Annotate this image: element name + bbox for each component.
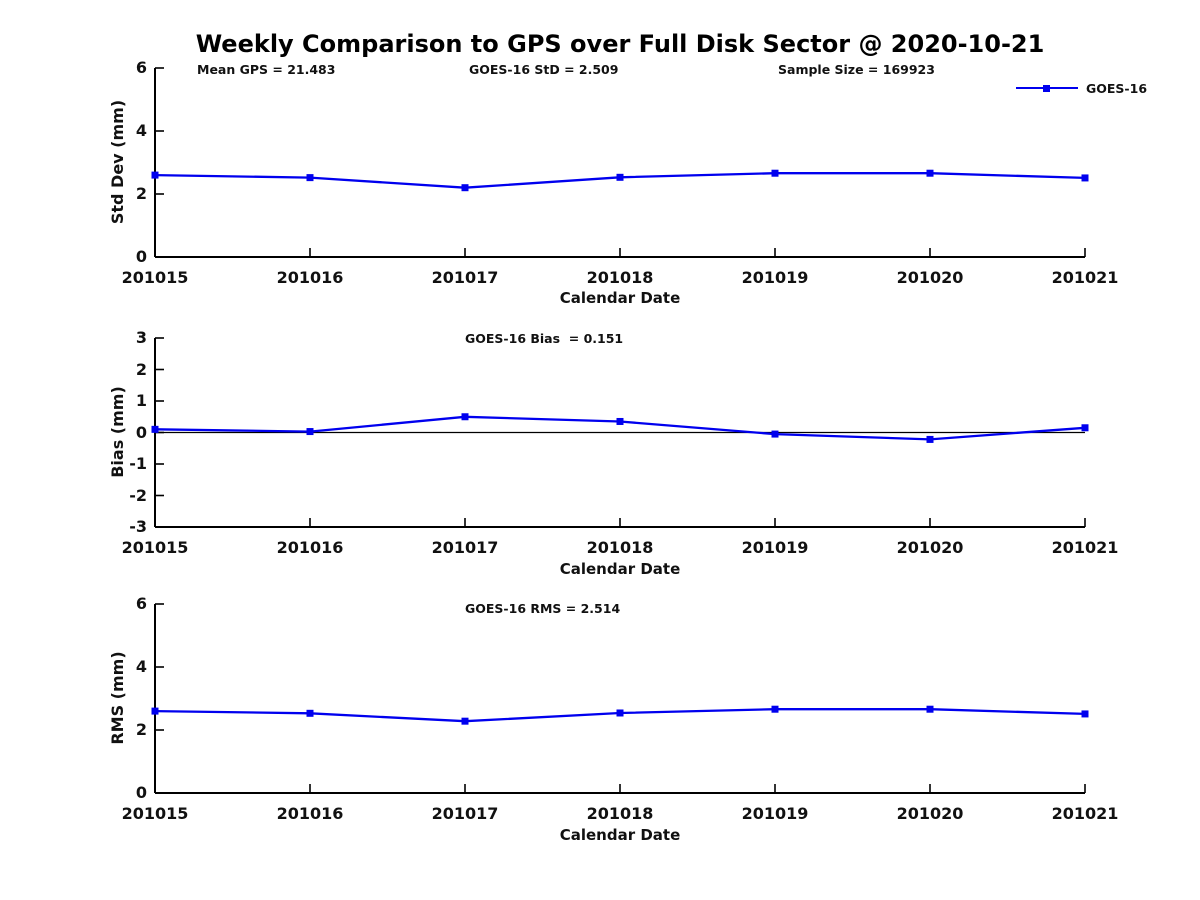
x-axis-label-rms: Calendar Date — [559, 826, 681, 844]
y-tick-label: 4 — [135, 121, 147, 140]
y-axis-label-std-dev: Std Dev (mm) — [108, 99, 127, 225]
y-tick-label: 2 — [135, 359, 147, 379]
x-tick-label: 201021 — [1051, 268, 1119, 287]
annotation-goes16-std: GOES-16 StD = 2.509 — [469, 62, 619, 77]
plot-area-rms — [151, 603, 1089, 794]
y-tick-label: 0 — [135, 247, 147, 266]
figure-title: Weekly Comparison to GPS over Full Disk … — [195, 30, 1045, 58]
x-tick-label: 201017 — [431, 268, 499, 287]
y-tick-label: 2 — [135, 720, 147, 739]
annotation-mean-gps: Mean GPS = 21.483 — [197, 62, 336, 77]
x-tick-label: 201020 — [896, 268, 964, 287]
plot-area-std-dev — [151, 67, 1089, 258]
x-tick-label: 201019 — [741, 804, 809, 823]
x-tick-label: 201019 — [741, 538, 809, 557]
annotation-sample-size: Sample Size = 169923 — [778, 62, 935, 77]
y-tick-label: -3 — [129, 517, 147, 536]
x-tick-label: 201015 — [121, 268, 189, 287]
y-tick-label: 6 — [135, 594, 147, 613]
x-tick-label: 201015 — [121, 804, 189, 823]
x-tick-label: 201017 — [431, 538, 499, 557]
x-tick-label: 201020 — [896, 538, 964, 557]
x-axis-label-std-dev: Calendar Date — [559, 289, 681, 307]
annotation-goes16-rms: GOES-16 RMS = 2.514 — [465, 601, 621, 616]
x-tick-label: 201016 — [276, 268, 344, 287]
y-tick-label: 0 — [135, 422, 147, 442]
y-tick-label: 2 — [135, 184, 147, 203]
x-tick-label: 201021 — [1051, 538, 1119, 557]
y-axis-label-rms: RMS (mm) — [108, 651, 127, 745]
x-tick-label: 201020 — [896, 804, 964, 823]
x-tick-label: 201021 — [1051, 804, 1119, 823]
x-tick-label: 201016 — [276, 804, 344, 823]
x-tick-label: 201017 — [431, 804, 499, 823]
y-tick-label: 6 — [135, 58, 147, 77]
x-tick-label: 201019 — [741, 268, 809, 287]
x-tick-label: 201018 — [586, 268, 654, 287]
y-tick-label: 4 — [135, 657, 147, 676]
x-tick-label: 201015 — [121, 538, 189, 557]
annotation-goes16-bias: GOES-16 Bias = 0.151 — [465, 331, 624, 346]
x-tick-label: 201016 — [276, 538, 344, 557]
plot-area-bias — [151, 337, 1089, 528]
x-axis-label-bias: Calendar Date — [559, 560, 681, 578]
y-tick-label: 3 — [135, 328, 147, 347]
x-tick-label: 201018 — [586, 804, 654, 823]
legend-label: GOES-16 — [1086, 81, 1148, 96]
y-tick-label: -2 — [129, 485, 147, 505]
y-tick-label: 0 — [135, 783, 147, 802]
y-tick-label: -1 — [129, 454, 147, 473]
x-tick-label: 201018 — [586, 538, 654, 557]
legend-marker-icon — [1043, 84, 1050, 92]
y-tick-label: 1 — [135, 391, 147, 410]
